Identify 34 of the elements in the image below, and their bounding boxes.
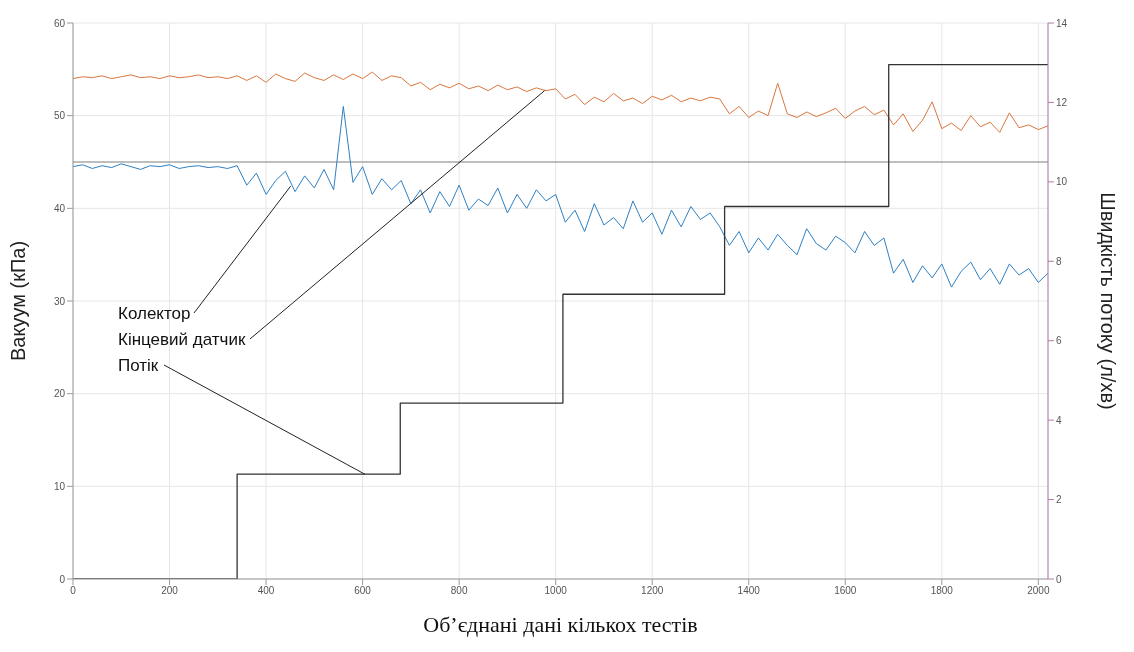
x-tick-label: 0 [70, 585, 77, 597]
y2-tick-label: 2 [1056, 494, 1062, 506]
annotation: Потік [118, 356, 159, 375]
y2-tick-label: 6 [1056, 335, 1062, 347]
y2-tick-label: 10 [1056, 176, 1068, 188]
x-axis-title: Об’єднані дані кількох тестів [423, 612, 698, 637]
line-series [73, 71, 1048, 133]
y2-tick-label: 12 [1056, 96, 1068, 108]
y-tick-label: 0 [59, 573, 66, 585]
x-tick-label: 800 [450, 585, 468, 597]
x-tick-label: 1400 [737, 585, 761, 597]
x-tick-label: 600 [354, 585, 372, 597]
y2-tick-label: 14 [1056, 17, 1068, 29]
y-tick-label: 30 [53, 295, 66, 307]
y-axis-title: Вакуум (кПа) [7, 240, 30, 362]
x-tick-label: 200 [161, 585, 179, 597]
x-tick-label: 1000 [544, 585, 568, 597]
y-tick-label: 60 [53, 17, 66, 29]
y-tick-label: 20 [53, 388, 66, 400]
y2-tick-label: 8 [1056, 255, 1062, 267]
x-tick-label: 2000 [1027, 585, 1050, 597]
x-tick-label: 1200 [641, 585, 664, 597]
y-tick-label: 40 [53, 202, 66, 214]
y2-tick-label: 0 [1056, 573, 1062, 585]
annotation: Кінцевий датчик [118, 330, 246, 349]
line-series [73, 105, 1048, 288]
x-tick-label: 1800 [930, 585, 954, 597]
x-tick-label: 1600 [834, 585, 857, 597]
x-tick-label: 400 [257, 585, 275, 597]
y-tick-label: 50 [53, 110, 66, 122]
y-tick-label: 10 [53, 480, 66, 492]
y2-tick-label: 4 [1056, 414, 1062, 426]
y2-axis-title: Швидкість потоку (л/хв) [1096, 192, 1119, 410]
annotation: Колектор [118, 304, 191, 323]
